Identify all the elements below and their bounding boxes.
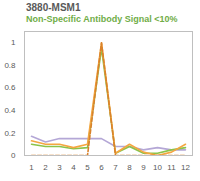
svg-text:4: 4 — [71, 163, 76, 172]
svg-text:7: 7 — [113, 163, 118, 172]
svg-text:11: 11 — [167, 163, 176, 172]
svg-text:6: 6 — [99, 163, 104, 172]
html-text:Non-Specific Antibody Signal <: Non-Specific Antibody Signal <10% — [26, 14, 178, 24]
svg-text:0: 0 — [11, 151, 16, 160]
svg-text:0.8: 0.8 — [4, 61, 16, 70]
svg-text:1: 1 — [29, 163, 34, 172]
svg-text:9: 9 — [141, 163, 146, 172]
svg-text:1: 1 — [11, 38, 16, 47]
svg-text:12: 12 — [181, 163, 190, 172]
svg-text:0.6: 0.6 — [4, 83, 16, 92]
svg-text:0.4: 0.4 — [4, 106, 16, 115]
svg-text:3: 3 — [57, 163, 62, 172]
svg-text:5: 5 — [85, 163, 90, 172]
svg-text:8: 8 — [127, 163, 132, 172]
svg-text:10: 10 — [153, 163, 162, 172]
html-text:3880-MSM1: 3880-MSM1 — [26, 2, 81, 13]
svg-text:2: 2 — [43, 163, 48, 172]
svg-text:0.2: 0.2 — [4, 129, 16, 138]
